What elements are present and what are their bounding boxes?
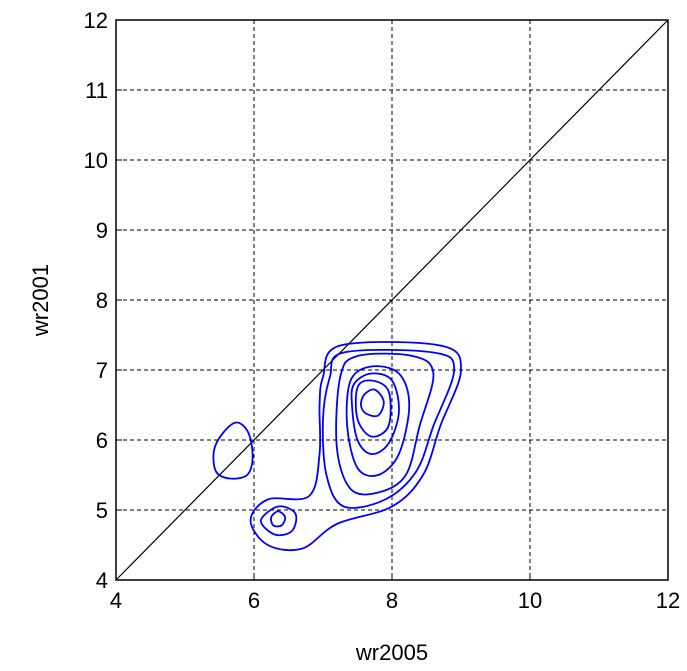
contour-line [335,352,435,496]
x-tick-label: 6 [248,588,260,613]
contour-line [321,348,456,509]
contour-line [360,388,385,418]
y-tick-label: 11 [85,78,108,103]
reference-line [115,19,669,581]
contour-line [212,421,254,480]
x-tick-label: 4 [110,588,122,613]
contour-line [249,341,462,552]
y-tick-label: 5 [96,498,108,523]
y-tick-label: 10 [84,148,108,173]
x-axis-label: wr2005 [355,640,428,665]
y-tick-label: 4 [96,568,108,593]
y-tick-label: 12 [84,8,108,33]
y-tick-label: 6 [96,428,108,453]
plot-frame [115,19,669,581]
contour-line [354,379,392,438]
contour-line [270,510,287,528]
x-tick-label: 12 [656,588,680,613]
y-tick-label: 8 [96,288,108,313]
y-tick-label: 7 [96,358,108,383]
x-tick-label: 8 [386,588,398,613]
contour-line [345,365,411,477]
contour-line [350,372,400,455]
x-tick-label: 10 [518,588,542,613]
y-tick-label: 9 [96,218,108,243]
contour-line [260,505,298,537]
y-axis-label: wr2001 [28,264,53,337]
